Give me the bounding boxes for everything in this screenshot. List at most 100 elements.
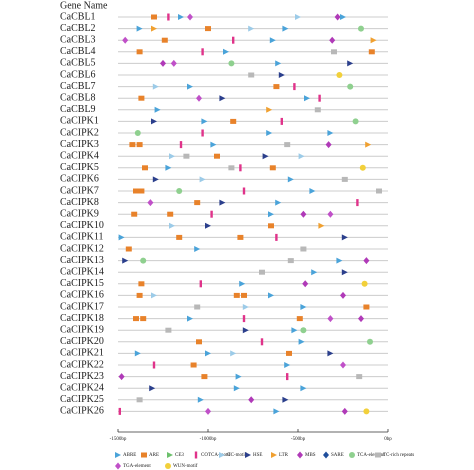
- gene-name: CaCIPK10: [60, 220, 104, 231]
- gene-name: CaCBL7: [60, 81, 96, 92]
- legend-label: TC-rich repeats: [383, 453, 414, 458]
- element-bar: [280, 117, 283, 125]
- element-arrow: [194, 246, 201, 252]
- element-box: [269, 165, 276, 171]
- element-arrow: [115, 452, 121, 458]
- element-box: [142, 165, 148, 171]
- element-arrow: [262, 153, 269, 160]
- element-box: [286, 350, 292, 356]
- element-circle: [165, 463, 171, 469]
- element-circle: [352, 118, 359, 125]
- element-arrow: [169, 153, 175, 160]
- element-diamond: [340, 291, 346, 299]
- element-arrow: [223, 48, 229, 55]
- element-arrow: [298, 153, 305, 160]
- element-diamond: [323, 451, 329, 459]
- element-bar: [356, 199, 359, 207]
- gene-name: CaCIPK20: [60, 336, 104, 347]
- element-diamond: [147, 199, 154, 207]
- element-arrow: [278, 72, 285, 78]
- legend-label: LTR: [279, 453, 289, 458]
- element-arrow: [268, 211, 274, 218]
- legend-label: TGA-element: [123, 464, 151, 469]
- legend-label: HSE: [253, 453, 262, 458]
- element-box: [368, 49, 375, 55]
- element-arrow: [122, 257, 129, 264]
- element-bar: [167, 13, 170, 21]
- element-circle: [359, 164, 366, 171]
- element-box: [141, 452, 147, 458]
- element-box: [183, 153, 190, 159]
- element-arrow: [239, 280, 246, 287]
- element-circle: [347, 83, 354, 90]
- legend-label: GC-motif: [227, 453, 247, 458]
- element-box: [167, 211, 174, 217]
- element-bar: [239, 164, 242, 172]
- element-bar: [232, 36, 235, 44]
- element-arrow: [169, 222, 175, 229]
- element-arrow: [284, 362, 291, 368]
- element-arrow: [152, 83, 159, 90]
- gene-name: CaCIPK7: [60, 185, 99, 196]
- gene-name: CaCBL2: [60, 23, 96, 34]
- gene-name: CaCIPK16: [60, 290, 104, 301]
- element-diamond: [115, 462, 121, 470]
- element-arrow: [266, 130, 273, 136]
- element-arrow: [178, 14, 184, 20]
- element-box: [194, 304, 201, 310]
- element-box: [241, 292, 247, 298]
- gene-name: CaCIPK25: [60, 394, 104, 405]
- element-circle: [367, 338, 373, 345]
- gene-name: CaCIPK15: [60, 278, 104, 289]
- element-diamond: [327, 315, 334, 323]
- element-arrow: [149, 385, 156, 392]
- tick-label: 0bp: [384, 437, 392, 442]
- element-box: [205, 26, 211, 32]
- gene-name: CaCIPK23: [60, 371, 104, 382]
- element-circle: [300, 327, 307, 334]
- element-arrow: [341, 269, 348, 276]
- title: Gene Name: [60, 0, 108, 11]
- element-box: [375, 452, 381, 458]
- element-arrow: [282, 25, 289, 32]
- element-box: [296, 316, 303, 322]
- element-box: [133, 188, 139, 194]
- element-arrow: [230, 350, 237, 357]
- gene-name: CaCBL9: [60, 104, 96, 115]
- element-box: [138, 281, 145, 287]
- element-diamond: [325, 141, 332, 149]
- element-diamond: [122, 36, 129, 44]
- element-arrow: [275, 199, 282, 206]
- element-box: [230, 118, 237, 124]
- element-arrow: [291, 327, 298, 334]
- element-arrow: [318, 222, 325, 229]
- element-diamond: [341, 407, 348, 415]
- element-arrow: [219, 95, 226, 102]
- gene-name: CaCIPK21: [60, 348, 104, 359]
- element-box: [248, 72, 255, 78]
- element-diamond: [302, 280, 309, 288]
- gene-name: CaCBL1: [60, 11, 96, 22]
- element-arrow: [118, 234, 125, 241]
- element-arrow: [309, 188, 316, 194]
- element-bar: [194, 451, 198, 459]
- element-bar: [201, 129, 204, 137]
- gene-name: CaCIPK17: [60, 301, 104, 312]
- element-box: [138, 95, 145, 101]
- element-arrow: [370, 37, 377, 44]
- element-box: [300, 246, 307, 252]
- gene-name: CaCBL8: [60, 92, 96, 103]
- element-arrow: [311, 269, 318, 276]
- element-circle: [358, 25, 364, 32]
- element-circle: [228, 60, 235, 67]
- element-bar: [293, 83, 296, 91]
- gene-name: CaCIPK6: [60, 174, 99, 185]
- element-arrow: [298, 338, 305, 345]
- element-arrow: [219, 452, 225, 458]
- legend-label: CE3: [175, 453, 184, 458]
- element-arrow: [187, 83, 193, 90]
- element-bar: [152, 361, 156, 369]
- element-diamond: [363, 257, 370, 265]
- legend-label: WUN-motif: [173, 464, 198, 469]
